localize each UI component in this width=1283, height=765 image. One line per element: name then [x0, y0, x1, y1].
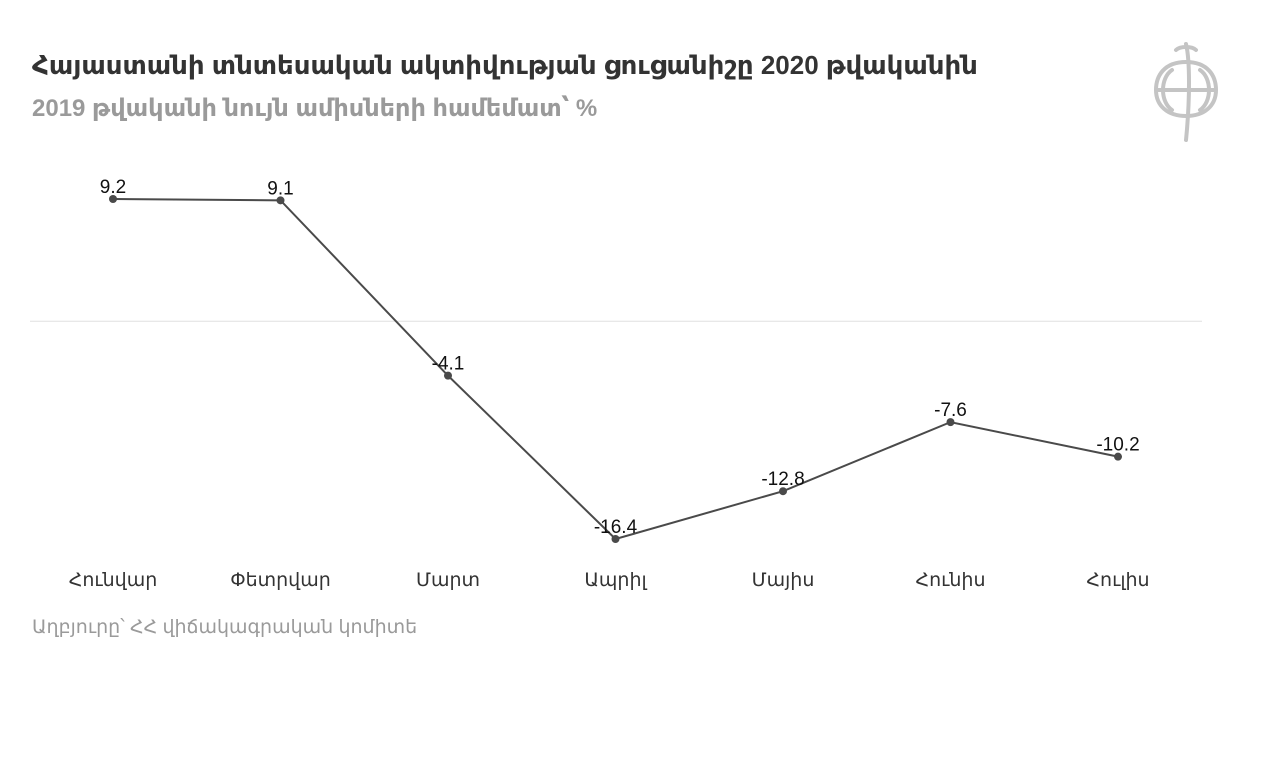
data-label: -7.6	[934, 400, 967, 421]
x-tick-label: Հունիս	[915, 570, 985, 591]
x-tick-label: Հունվար	[69, 570, 158, 591]
x-tick-label: Փետրվար	[230, 570, 331, 591]
chart-title: Հայաստանի տնտեսական ակտիվության ցուցանիշ…	[32, 50, 978, 80]
data-label: -10.2	[1096, 435, 1139, 456]
data-point[interactable]	[276, 196, 285, 205]
data-label: -12.8	[761, 469, 804, 490]
data-label: -16.4	[594, 517, 638, 538]
data-point[interactable]	[779, 487, 787, 496]
data-label: 9.1	[267, 178, 293, 199]
chart-subtitle: 2019 թվականի նույն ամիսների համեմատ՝ %	[32, 95, 598, 122]
source-note: Աղբյուրը՝ ՀՀ վիճակագրական կոմիտե	[32, 617, 418, 638]
data-point[interactable]	[1114, 452, 1122, 461]
x-tick-label: Մայիս	[752, 570, 815, 591]
data-point[interactable]	[611, 535, 620, 543]
data-label: -4.1	[432, 354, 465, 375]
series-line	[112, 198, 1119, 541]
x-tick-label: Հուլիս	[1086, 570, 1149, 591]
data-point[interactable]	[946, 418, 955, 427]
x-tick-label: Մարտ	[416, 570, 480, 591]
x-tick-label: Ապրիլ	[584, 570, 647, 591]
armenian-letter-emblem-icon	[1154, 42, 1218, 142]
data-point[interactable]	[444, 371, 452, 380]
data-point[interactable]	[109, 195, 117, 203]
data-label: 9.2	[100, 177, 126, 198]
